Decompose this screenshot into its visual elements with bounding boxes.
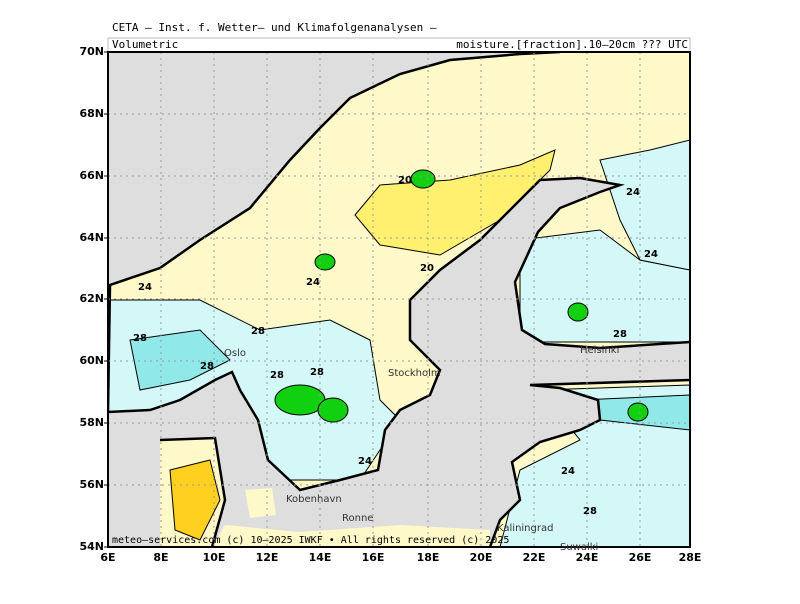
lon-label: 28E <box>679 551 702 564</box>
contour-label: 28 <box>310 367 324 378</box>
coast-scandinavia <box>108 52 690 492</box>
lon-label: 22E <box>523 551 546 564</box>
wet-spot <box>274 384 326 416</box>
lon-label: 24E <box>576 551 599 564</box>
contour-label: 24 <box>306 277 320 288</box>
place-name: Kaliningrad <box>497 523 553 534</box>
lat-label: 60N <box>79 354 104 367</box>
place-name: Oslo <box>224 348 246 359</box>
wet-zone <box>129 329 231 391</box>
contour-label: 24 <box>358 456 372 467</box>
wet-spot <box>410 169 436 189</box>
footer: meteo–services.com (c) 10–2025 IWKF • Al… <box>112 535 509 546</box>
lat-label: 54N <box>79 540 104 553</box>
contour-label: 20 <box>398 175 412 186</box>
wet-spot <box>317 397 349 423</box>
coast-denmark <box>159 436 227 547</box>
lon-label: 18E <box>417 551 440 564</box>
contour-label: 28 <box>613 329 627 340</box>
lat-label: 62N <box>79 292 104 305</box>
lon-label: 10E <box>203 551 226 564</box>
lon-label: 6E <box>100 551 115 564</box>
land <box>108 52 690 547</box>
contour-label: 28 <box>270 370 284 381</box>
lat-label: 64N <box>79 231 104 244</box>
place-name: Kobenhavn <box>286 494 342 505</box>
map-title: CETA – Inst. f. Wetter– und Klimafolgena… <box>112 21 437 34</box>
place-name: Ronne <box>342 513 373 524</box>
wet-spot <box>314 253 336 271</box>
contour-label: 20 <box>420 263 434 274</box>
wet-spot <box>567 302 589 322</box>
field-label: moisture.[fraction].10–20cm ??? UTC <box>456 38 688 51</box>
lat-label: 68N <box>79 107 104 120</box>
lon-label: 26E <box>629 551 652 564</box>
lon-label: 8E <box>153 551 168 564</box>
lat-label: 66N <box>79 169 104 182</box>
lat-label: 58N <box>79 416 104 429</box>
lon-label: 14E <box>309 551 332 564</box>
graticule <box>108 52 690 547</box>
map-area <box>108 52 690 547</box>
contour-label: 28 <box>583 506 597 517</box>
contour-label: 24 <box>138 282 152 293</box>
lon-label: 20E <box>470 551 493 564</box>
coastline <box>108 52 690 547</box>
contour-label: 24 <box>644 249 658 260</box>
lon-label: 12E <box>256 551 279 564</box>
lat-label: 56N <box>79 478 104 491</box>
place-name: Helsinki <box>580 345 619 356</box>
contour-label: 28 <box>133 333 147 344</box>
moist-zone <box>499 384 690 547</box>
place-name: Suwalki <box>560 542 598 553</box>
contour-label: 24 <box>561 466 575 477</box>
wet-spot <box>627 402 649 422</box>
variable-label: Volumetric <box>112 38 178 51</box>
contour-label: 28 <box>251 326 265 337</box>
lat-label: 70N <box>79 45 104 58</box>
lon-label: 16E <box>362 551 385 564</box>
dry-zone <box>169 459 221 541</box>
place-name: Stockholm <box>388 368 441 379</box>
coast-baltic <box>488 378 690 547</box>
contour-label: 28 <box>200 361 214 372</box>
contour-label: 24 <box>626 187 640 198</box>
